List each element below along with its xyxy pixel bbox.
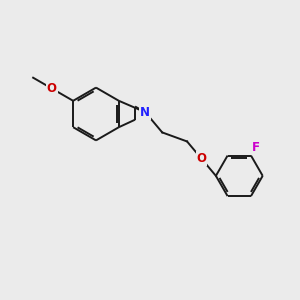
Text: F: F xyxy=(252,141,260,154)
Text: O: O xyxy=(47,82,57,95)
Text: N: N xyxy=(140,106,150,119)
Text: O: O xyxy=(196,152,206,165)
